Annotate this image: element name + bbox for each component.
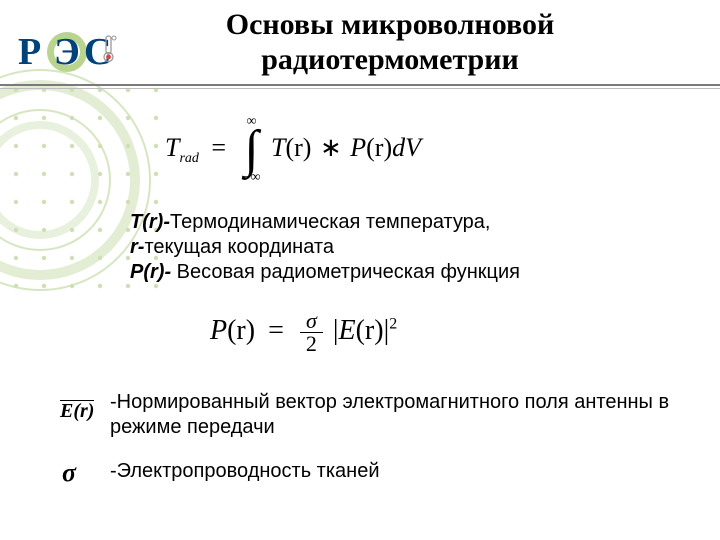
eq1-equals: = <box>211 133 226 162</box>
equation-trad: Trad = ∞ ∫ −∞ T(r) ∗ P(r)dV <box>165 115 421 185</box>
title-line2: радиотермометрии <box>261 43 519 76</box>
integral-icon: ∫ <box>244 129 258 171</box>
eq2-frac-top: σ <box>300 310 323 333</box>
def-r: r-текущая координата <box>130 235 520 260</box>
eq1-star: ∗ <box>320 133 342 162</box>
logo-letter-r: Р <box>18 31 41 73</box>
divider-thick <box>0 84 720 86</box>
equation-pr: P(r) = σ 2 |E(r)|2 <box>210 310 397 355</box>
eq2-r2: (r) <box>356 315 384 346</box>
logo-svg: Р Э С <box>12 28 122 76</box>
svg-text:Э: Э <box>54 31 80 73</box>
eq1-lhs-sub: rad <box>179 151 198 166</box>
eq1-r2: (r) <box>366 133 392 162</box>
eq1-int-lower: −∞ <box>243 171 261 185</box>
def-Pr: P(r)- Весовая радиометрическая функция <box>130 260 520 285</box>
symbol-E-bar: E(r) <box>60 400 94 423</box>
title-line1: Основы микроволновой <box>226 8 555 41</box>
eq1-dV: dV <box>392 133 421 162</box>
eq2-sq: 2 <box>389 316 397 333</box>
eq2-E: E <box>339 315 356 346</box>
logo: Р Э С <box>12 28 122 76</box>
definition-sigma: -Электропроводность тканей <box>110 460 380 483</box>
eq2-frac-bot: 2 <box>300 333 323 355</box>
definitions-block-1: T(r)-Термодинамическая температура, r-те… <box>130 210 520 285</box>
symbol-sigma: σ <box>62 458 76 488</box>
eq1-r1: (r) <box>285 133 311 162</box>
eq2-equals: = <box>268 315 284 346</box>
slide-title: Основы микроволновой радиотермометрии <box>120 8 660 77</box>
eq2-r1: (r) <box>227 315 255 346</box>
divider-thin <box>0 88 720 89</box>
eq1-lhs-T: T <box>165 133 179 162</box>
eq2-fraction: σ 2 <box>300 310 323 355</box>
eq1-T: T <box>271 133 285 162</box>
def-Tr: T(r)-Термодинамическая температура, <box>130 210 520 235</box>
definition-E: -Нормированный вектор электромагнитного … <box>110 390 700 440</box>
eq1-P: P <box>350 133 366 162</box>
eq2-P: P <box>210 315 227 346</box>
